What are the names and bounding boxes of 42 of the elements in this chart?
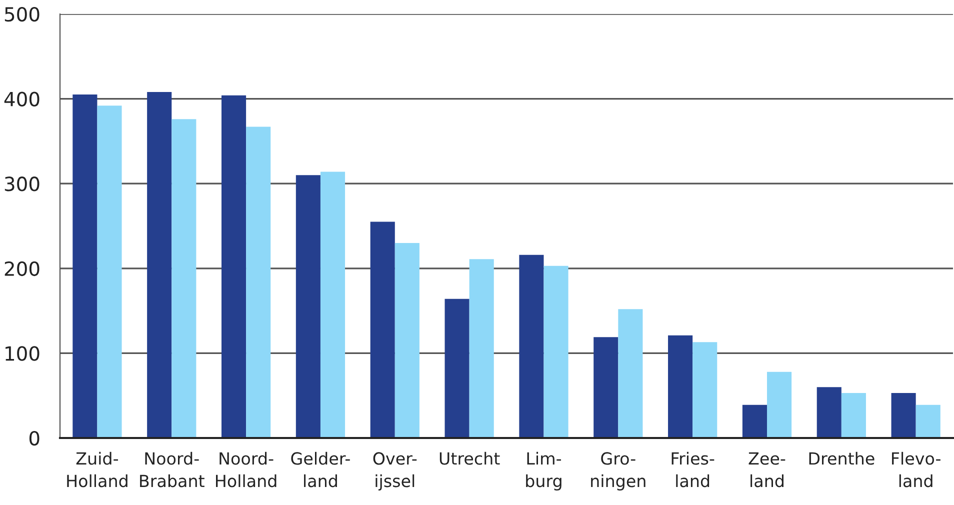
y-tick-label: 500 <box>4 6 40 22</box>
x-tick-label: Zuid- Holland <box>67 452 128 488</box>
y-tick-label: 300 <box>4 176 40 192</box>
x-tick-label: Gro- ningen <box>591 452 646 490</box>
bar <box>766 372 792 438</box>
y-tick-label: 0 <box>29 430 40 446</box>
x-tick-label: Lim- burg <box>526 452 562 490</box>
x-tick-label: Fries- land <box>672 452 714 488</box>
y-tick-label: 400 <box>4 92 40 106</box>
bar <box>544 266 568 438</box>
y-tick-label: 100 <box>6 346 40 361</box>
bar <box>519 254 544 438</box>
bar <box>742 404 767 438</box>
bar <box>469 259 494 438</box>
x-tick-label: Zee- land <box>748 452 786 488</box>
bar <box>296 175 320 438</box>
bar <box>370 222 395 438</box>
bar <box>668 335 693 438</box>
bar <box>594 337 618 438</box>
bar <box>916 404 940 438</box>
bar <box>246 126 271 438</box>
x-tick-label: Drenthe <box>809 452 874 465</box>
x-tick-label: Flevo- land <box>892 452 940 488</box>
bar <box>97 106 122 438</box>
bar <box>394 242 420 438</box>
bar <box>221 95 246 438</box>
x-tick-label: Noord- Brabant <box>140 452 204 488</box>
bar <box>444 298 470 438</box>
bar <box>172 119 196 438</box>
x-tick-label: Over- ijssel <box>373 452 417 490</box>
bar <box>618 309 643 438</box>
bar <box>816 387 842 438</box>
bar <box>320 172 346 438</box>
bar <box>692 342 718 438</box>
y-tick-label: 200 <box>4 261 40 276</box>
bar <box>72 94 98 438</box>
bar <box>147 92 172 438</box>
x-tick-label: Gelder- land <box>291 452 350 488</box>
bar <box>841 393 866 438</box>
x-tick-label: Utrecht <box>440 452 500 465</box>
x-tick-label: Noord- Holland <box>216 452 276 488</box>
bar <box>891 393 916 438</box>
